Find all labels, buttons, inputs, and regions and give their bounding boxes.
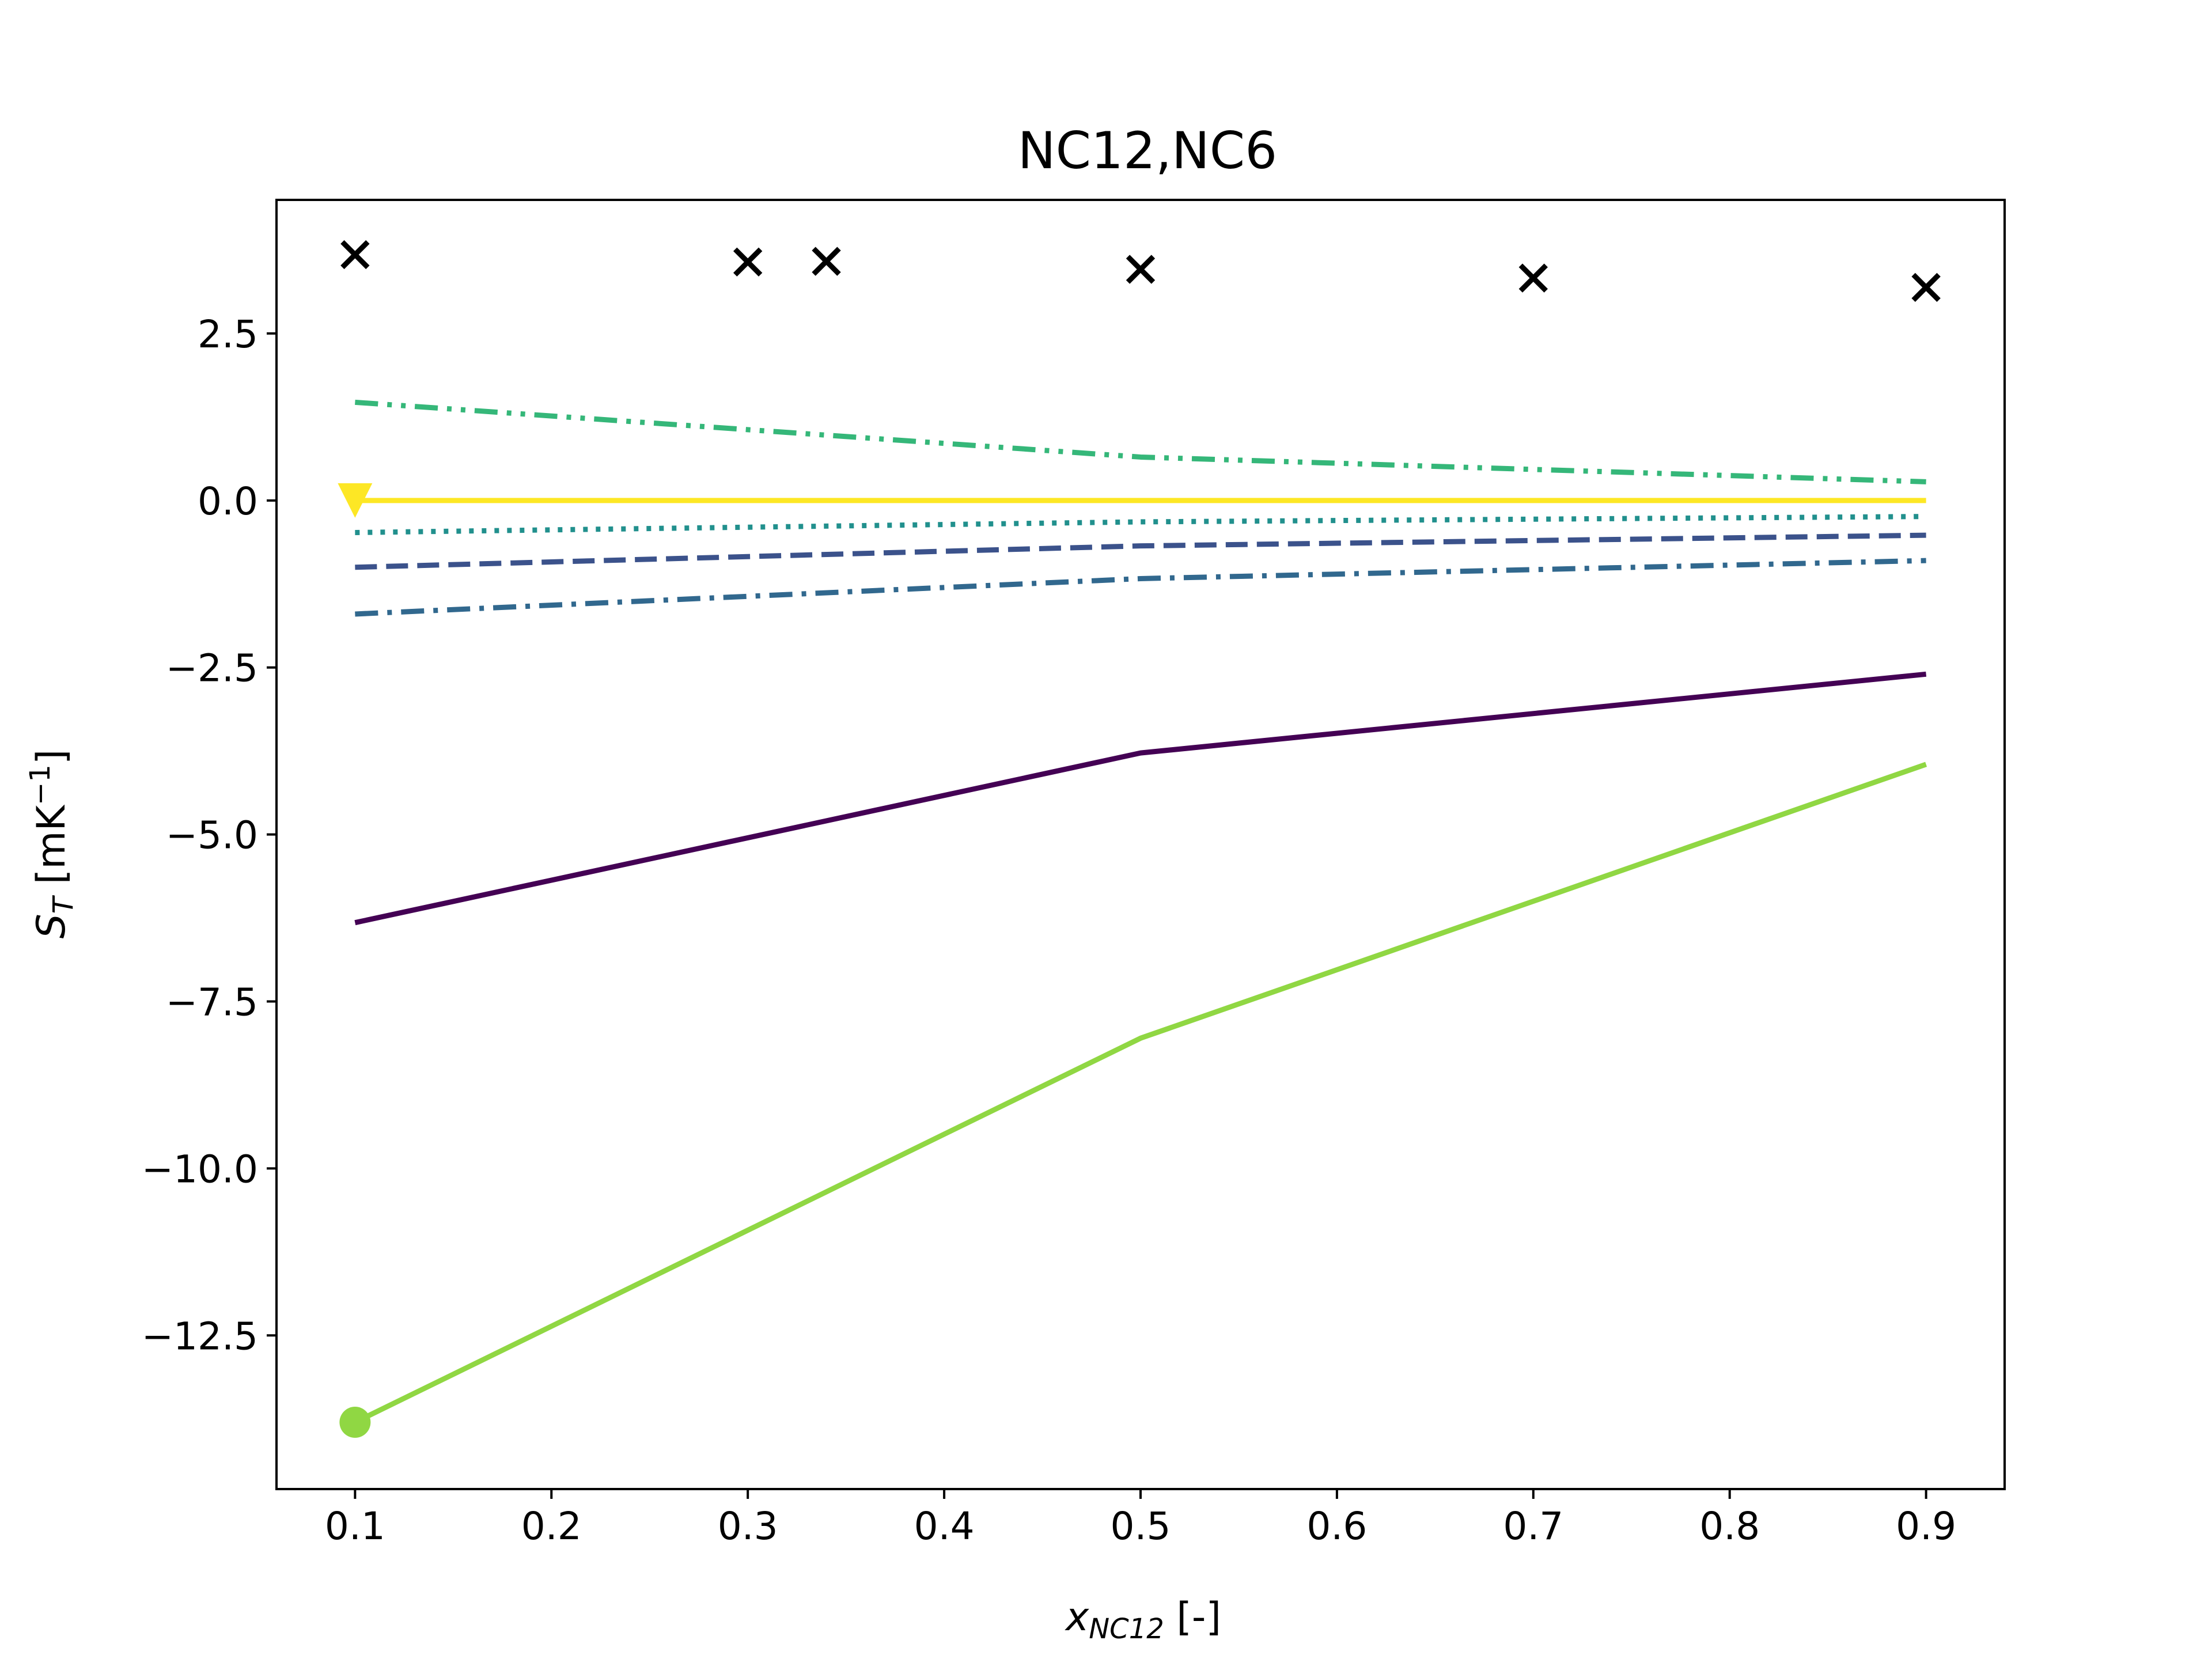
y-label-suffix: [mK <box>29 804 74 897</box>
series-2 <box>355 532 1926 570</box>
data-point-x-marker <box>340 240 370 270</box>
x-tick-label: 0.1 <box>325 1504 385 1548</box>
y-tick-label: −2.5 <box>166 646 258 691</box>
x-axis-label: xNC12 [-] <box>1065 1594 1221 1645</box>
series-3 <box>355 558 1926 617</box>
series-1 <box>354 671 1927 926</box>
y-axis-label: ST [mK−1] <box>24 749 79 939</box>
y-tick-label: −12.5 <box>142 1314 258 1358</box>
data-point-x-marker <box>812 247 841 276</box>
y-axis: 2.5 0.0 −2.5 −5.0 −7.5 −10.0 −12.5 <box>142 312 276 1358</box>
x-tick-label: 0.7 <box>1503 1504 1563 1548</box>
x-axis: 0.1 0.2 0.3 0.4 0.5 0.6 0.7 0.8 0.9 <box>325 1489 1956 1548</box>
series-4 <box>355 514 1926 535</box>
data-point-circle-marker <box>339 1407 371 1438</box>
y-tick-label: 0.0 <box>198 479 258 524</box>
y-tick-label: −7.5 <box>166 980 258 1025</box>
data-point-x-marker <box>733 247 763 277</box>
x-tick-label: 0.5 <box>1111 1504 1171 1548</box>
series-line <box>355 514 1926 535</box>
series-layer <box>338 240 1941 1438</box>
x-tick-label: 0.4 <box>914 1504 975 1548</box>
y-label-superscript: −1 <box>24 764 56 805</box>
series-7 <box>338 483 1926 518</box>
x-label-main: x <box>1065 1594 1089 1640</box>
y-tick-label: 2.5 <box>198 312 258 357</box>
series-6 <box>339 762 1927 1438</box>
data-point-x-marker <box>1911 272 1941 302</box>
x-label-suffix: [-] <box>1164 1594 1221 1640</box>
y-tick-label: −5.0 <box>166 813 258 858</box>
x-tick-label: 0.3 <box>718 1504 778 1548</box>
series-line <box>355 558 1926 617</box>
series-line <box>354 671 1927 926</box>
y-label-close: ] <box>29 749 74 765</box>
x-tick-label: 0.8 <box>1699 1504 1760 1548</box>
series-line <box>355 399 1926 484</box>
x-tick-label: 0.6 <box>1306 1504 1367 1548</box>
series-line <box>354 762 1927 1425</box>
series-5 <box>355 399 1926 484</box>
y-label-main: S <box>29 914 74 938</box>
data-point-triangle-marker <box>338 483 373 518</box>
x-label-subscript: NC12 <box>1089 1613 1164 1645</box>
y-label-subscript: T <box>47 895 79 914</box>
x-tick-label: 0.9 <box>1896 1504 1956 1548</box>
series-8 <box>340 240 1941 302</box>
series-line <box>355 532 1926 570</box>
y-tick-label: −10.0 <box>142 1147 258 1191</box>
x-tick-label: 0.2 <box>521 1504 582 1548</box>
data-point-x-marker <box>1126 255 1156 284</box>
chart-title: NC12,NC6 <box>1018 121 1277 180</box>
data-point-x-marker <box>1518 263 1548 293</box>
